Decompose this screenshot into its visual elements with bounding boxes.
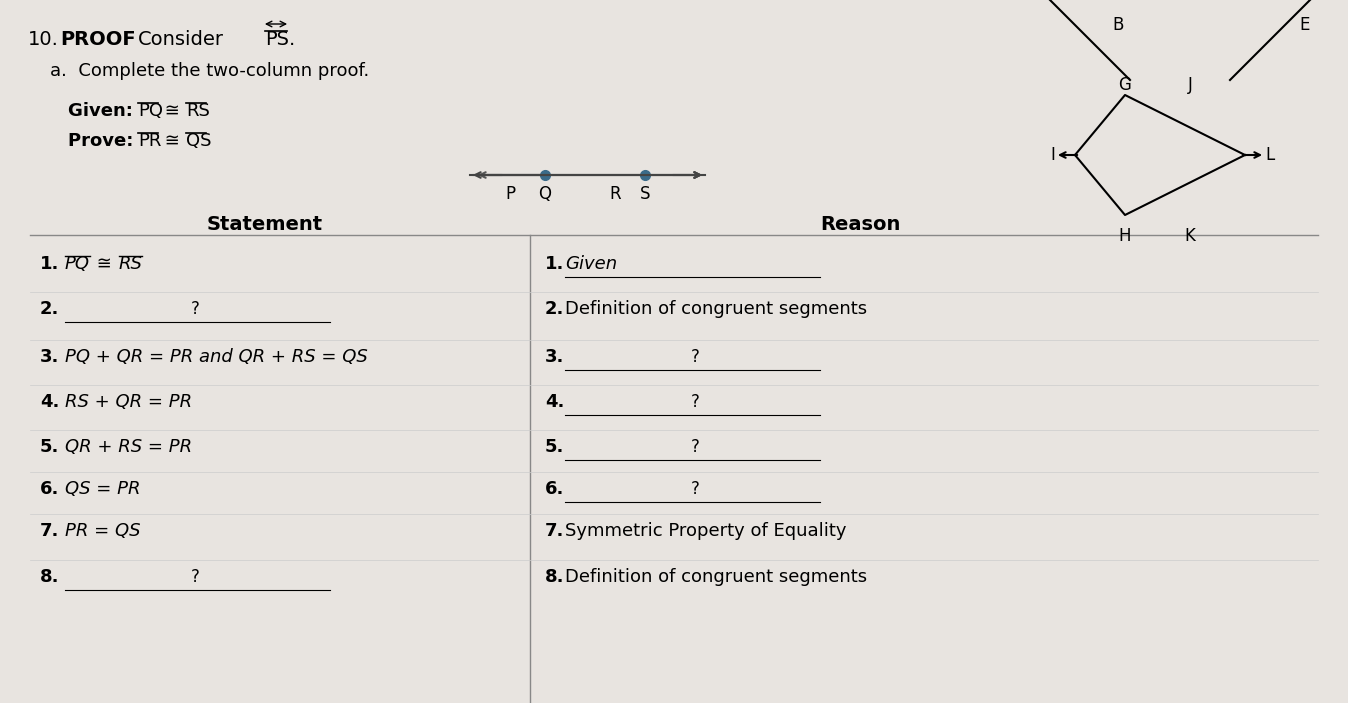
Text: ≅: ≅ — [159, 132, 186, 150]
Text: Consider: Consider — [137, 30, 224, 49]
Text: Q: Q — [538, 185, 551, 203]
Text: 1.: 1. — [40, 255, 59, 273]
Text: ?: ? — [190, 568, 200, 586]
Text: Prove:: Prove: — [67, 132, 140, 150]
Text: PR: PR — [137, 132, 162, 150]
Text: Reason: Reason — [820, 215, 900, 234]
Text: ≅: ≅ — [159, 102, 186, 120]
Text: Definition of congruent segments: Definition of congruent segments — [565, 568, 867, 586]
Text: K: K — [1185, 227, 1196, 245]
Text: 2.: 2. — [545, 300, 565, 318]
Text: S: S — [640, 185, 650, 203]
Text: Statement: Statement — [208, 215, 324, 234]
Text: .: . — [288, 30, 295, 49]
Text: RS + QR = PR: RS + QR = PR — [65, 393, 193, 411]
Text: G: G — [1119, 76, 1131, 94]
Text: 5.: 5. — [40, 438, 59, 456]
Text: 8.: 8. — [545, 568, 565, 586]
Text: ?: ? — [190, 300, 200, 318]
Text: 10.: 10. — [28, 30, 59, 49]
Text: a.  Complete the two-column proof.: a. Complete the two-column proof. — [50, 62, 369, 80]
Text: Symmetric Property of Equality: Symmetric Property of Equality — [565, 522, 847, 540]
Text: Definition of congruent segments: Definition of congruent segments — [565, 300, 867, 318]
Text: R: R — [609, 185, 621, 203]
Text: RS: RS — [119, 255, 143, 273]
Text: QS = PR: QS = PR — [65, 480, 140, 498]
Text: PR = QS: PR = QS — [65, 522, 140, 540]
Text: PROOF: PROOF — [61, 30, 136, 49]
Text: QR + RS = PR: QR + RS = PR — [65, 438, 193, 456]
Text: B: B — [1112, 16, 1124, 34]
Text: H: H — [1119, 227, 1131, 245]
Text: I: I — [1050, 146, 1055, 164]
Text: ≅: ≅ — [92, 255, 117, 273]
Text: 3.: 3. — [40, 348, 59, 366]
Text: 6.: 6. — [545, 480, 565, 498]
Text: 5.: 5. — [545, 438, 565, 456]
Text: 2.: 2. — [40, 300, 59, 318]
Text: 7.: 7. — [40, 522, 59, 540]
Text: PQ: PQ — [65, 255, 90, 273]
Text: RS: RS — [186, 102, 210, 120]
Text: 8.: 8. — [40, 568, 59, 586]
Text: 3.: 3. — [545, 348, 565, 366]
Text: L: L — [1264, 146, 1274, 164]
Text: QS: QS — [186, 132, 212, 150]
Text: 1.: 1. — [545, 255, 565, 273]
Text: PS: PS — [266, 30, 288, 49]
Text: ?: ? — [690, 438, 700, 456]
Text: ?: ? — [690, 393, 700, 411]
Text: P: P — [506, 185, 515, 203]
Text: E: E — [1299, 16, 1310, 34]
Text: Given:: Given: — [67, 102, 139, 120]
Text: J: J — [1188, 76, 1193, 94]
Text: ?: ? — [690, 480, 700, 498]
Text: PQ + QR = PR and QR + RS = QS: PQ + QR = PR and QR + RS = QS — [65, 348, 368, 366]
Text: 6.: 6. — [40, 480, 59, 498]
Text: 4.: 4. — [40, 393, 59, 411]
Text: ?: ? — [690, 348, 700, 366]
Text: PQ: PQ — [137, 102, 163, 120]
Text: 7.: 7. — [545, 522, 565, 540]
Text: Given: Given — [565, 255, 617, 273]
Text: 4.: 4. — [545, 393, 565, 411]
